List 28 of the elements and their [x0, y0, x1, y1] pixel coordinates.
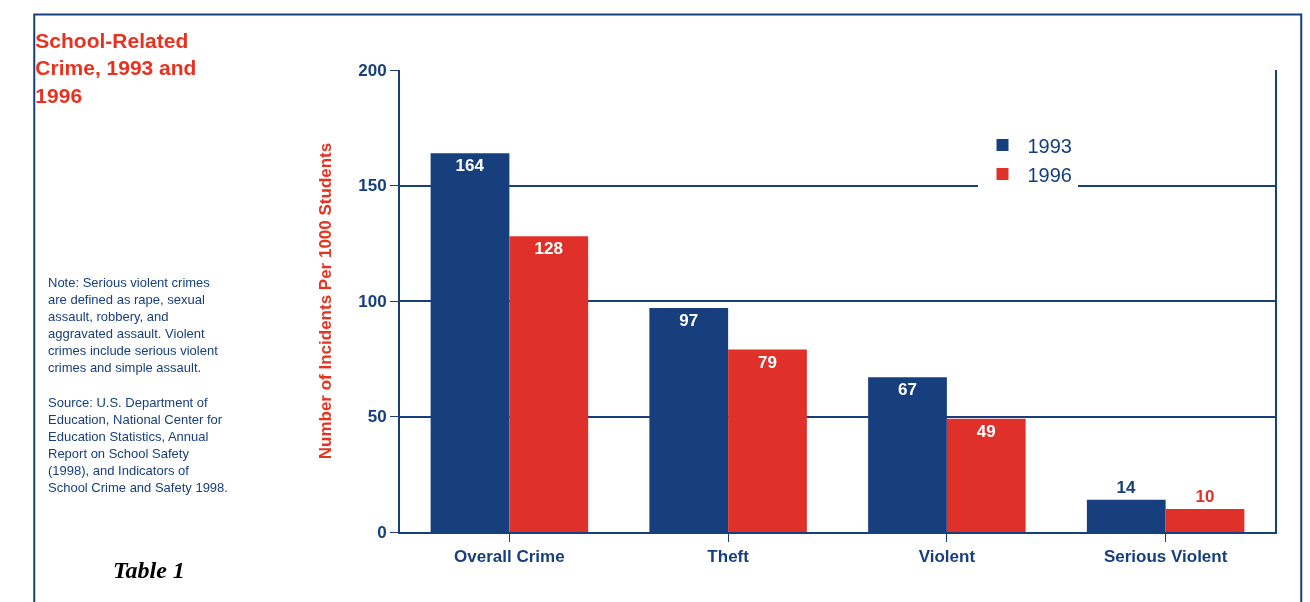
data-label: 97 [679, 310, 699, 330]
y-tick-label: 200 [358, 60, 387, 80]
data-label: 10 [1195, 486, 1215, 506]
y-tick-label: 100 [358, 291, 387, 311]
y-tick-label: 50 [367, 407, 387, 427]
bar [728, 349, 807, 532]
bar [509, 236, 589, 532]
y-axis-title: Number of Incidents Per 1000 Students [316, 142, 336, 460]
bar [946, 418, 1026, 532]
caption: Table 1 [113, 557, 185, 583]
data-label: 79 [758, 352, 777, 372]
y-tick-label: 150 [358, 176, 387, 196]
x-tick-label: Overall Crime [454, 547, 565, 567]
data-label: 128 [534, 239, 563, 259]
text: School-Related Crime, 1993 and 1996 [35, 29, 197, 107]
x-tick-label: Theft [707, 547, 750, 567]
data-label: 164 [455, 156, 485, 176]
text: Note: Serious violent crimes are defined as rape, sexual assault, robbery, and aggravated assault. Violent crimes include serious violent crimes and simple assault. [48, 275, 219, 375]
data-label: 67 [898, 380, 917, 400]
y-tick-label: 0 [377, 522, 387, 542]
data-label: 14 [1116, 477, 1136, 497]
bar [1165, 508, 1245, 532]
x-tick-label: Serious Violent [1103, 547, 1228, 567]
legend-label: 1993 [1027, 134, 1072, 157]
data-label: 49 [976, 421, 996, 441]
legend-label: 1996 [1027, 163, 1072, 186]
x-tick-label: Violent [918, 547, 976, 567]
source-note: Source: U.S. Department of Education, National Center for Education Statistics, Annual Report on School Safety (1998), and Indicators of School Crime and Safety 1998. [48, 395, 228, 495]
